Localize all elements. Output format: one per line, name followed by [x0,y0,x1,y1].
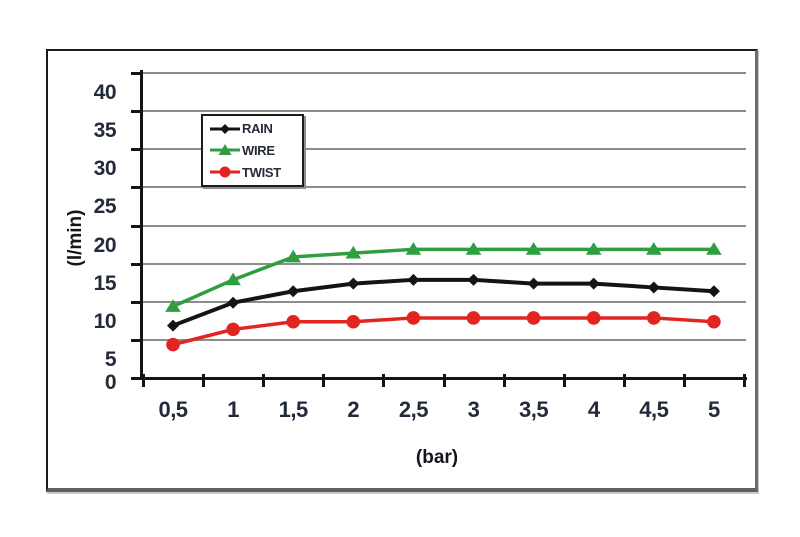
gridline [143,110,746,113]
x-tick-label: 2,5 [398,397,429,422]
y-tick-label: 35 [93,119,117,143]
y-axis-tick [131,148,143,152]
triangle-marker-icon [525,242,542,255]
legend-item-wire: WIRE [210,142,302,158]
x-axis-tick [142,374,145,387]
legend-item-twist: TWIST [210,164,302,180]
diamond-marker-icon [287,285,300,298]
plot-area [165,242,722,352]
triangle-marker-icon [706,242,722,255]
triangle-marker-icon [585,242,602,255]
y-axis-tick [131,300,143,304]
diamond-marker-icon [527,277,540,290]
x-axis-tick [562,374,566,387]
y-axis-tick [131,186,143,190]
circle-marker-icon [166,337,180,352]
chart-figure-frame [46,49,758,492]
x-axis-tick [502,374,506,387]
x-axis-tick [743,374,746,387]
x-tick-label: 3 [467,397,480,422]
circle-marker-icon [707,314,721,329]
y-tick-label: 15 [93,271,117,295]
series-line-twist [172,316,715,347]
x-axis-tick [262,374,266,387]
y-axis-tick [131,110,143,114]
gridline [143,72,746,74]
diamond-marker-icon [467,273,480,286]
diamond-marker-icon [167,319,179,332]
y-tick-label: 20 [93,233,117,257]
circle-legend-marker-icon [210,166,240,178]
x-tick-label: 4,5 [639,397,669,422]
diamond-marker-icon [647,281,660,294]
triangle-marker-icon [165,299,181,312]
y-tick-label: 5 [104,347,117,371]
x-axis-tick [382,374,386,387]
x-tick-label: 4 [587,397,600,422]
legend-label: RAIN [242,121,273,137]
x-axis-tick [622,374,626,387]
x-axis-tick [682,374,686,387]
series-line-rain [172,277,715,328]
legend-label: WIRE [242,142,275,158]
x-axis-tick [322,374,326,387]
gridline [143,338,746,341]
circle-marker-icon [346,314,361,329]
circle-marker-icon [526,311,541,325]
gridline [143,148,746,151]
x-tick-label: 5 [708,397,720,422]
y-axis-tick [131,377,143,380]
triangle-marker-icon [646,242,662,255]
triangle-marker-icon [465,242,482,255]
y-axis-tick [131,224,143,228]
circle-marker-icon [586,311,601,325]
y-tick-label: 10 [93,309,117,333]
x-tick-label: 0,5 [158,397,188,422]
x-tick-label: 1 [227,397,239,422]
x-axis-tick [202,374,206,387]
y-axis-tick [131,262,143,266]
x-tick-label: 3,5 [519,397,549,422]
triangle-marker-icon [405,242,422,255]
y-tick-label: 40 [93,81,117,104]
diamond-marker-icon [587,277,600,290]
x-axis-tick [442,374,446,387]
y-tick-label: 0 [104,371,117,394]
gridline [143,224,746,227]
triangle-legend-marker-icon [210,144,240,156]
legend-label: TWIST [242,164,281,180]
legend-item-rain: RAIN [210,121,302,137]
series-line-wire [172,247,714,309]
diamond-marker-icon [347,277,360,290]
diamond-marker-icon [407,273,420,286]
y-axis-tick [131,72,143,75]
diamond-legend-marker-icon [210,123,240,134]
y-tick-label: 25 [93,195,117,219]
x-axis-title: (bar) [415,447,459,468]
diamond-marker-icon [707,285,720,298]
circle-marker-icon [466,311,481,325]
legend-box: RAIN WIRE TWIST [201,114,304,187]
x-tick-label: 1,5 [278,397,309,422]
diamond-marker-icon [227,296,240,309]
y-axis-title: (l/min) [65,209,86,267]
circle-marker-icon [406,311,421,325]
gridline [143,186,746,189]
circle-marker-icon [647,311,661,325]
circle-marker-icon [286,314,300,329]
triangle-marker-icon [345,245,362,259]
x-tick-label: 2 [347,397,360,422]
gridline [143,262,746,265]
gridline [143,300,746,303]
triangle-marker-icon [225,272,241,286]
y-tick-label: 30 [93,157,117,181]
triangle-marker-icon [285,249,301,263]
y-axis-tick [131,338,143,342]
circle-marker-icon [226,322,240,337]
